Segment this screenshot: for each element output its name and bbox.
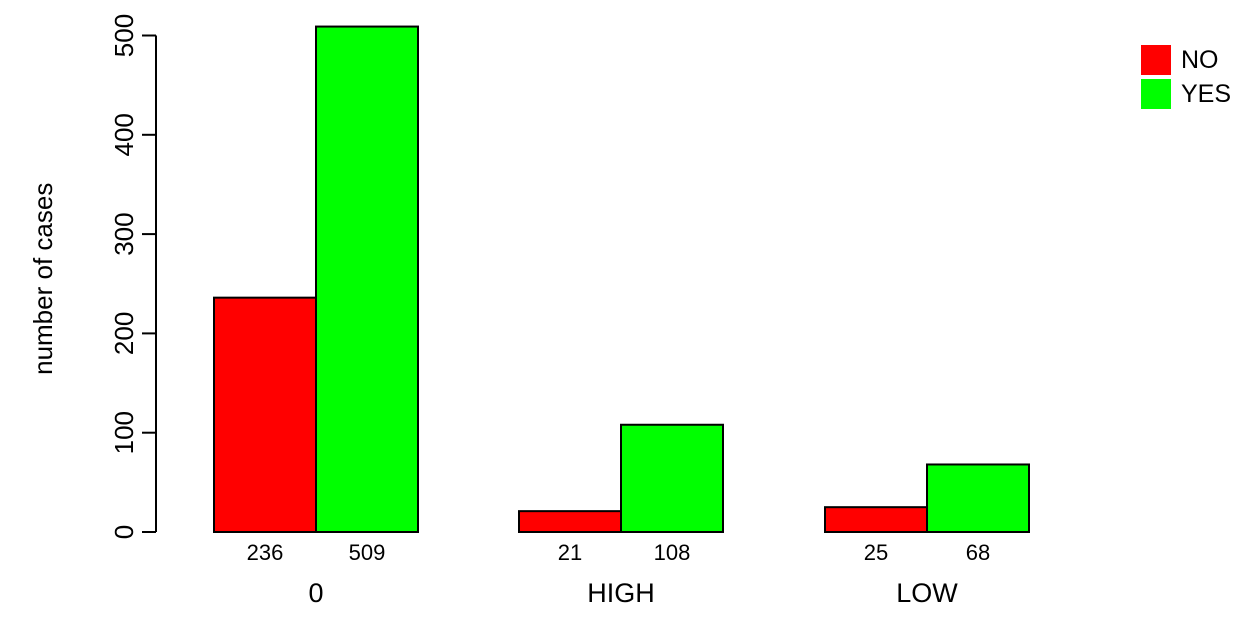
data-label: 509: [349, 540, 386, 565]
bar-yes-high: [620, 423, 724, 534]
category-labels-layer: 0 HIGH LOW: [308, 578, 958, 608]
y-tick-label: 400: [109, 113, 139, 156]
data-label: 68: [966, 540, 990, 565]
y-tick-label: 200: [109, 312, 139, 355]
legend-label-no: NO: [1181, 46, 1219, 74]
category-label: LOW: [896, 578, 958, 608]
y-axis: 0 100 200 300 400 500: [109, 14, 157, 539]
legend-swatch-yes: [1141, 79, 1171, 109]
category-label: HIGH: [587, 578, 655, 608]
bar-no-high: [518, 510, 622, 534]
legend-label-yes: YES: [1181, 80, 1231, 108]
bars-layer: [213, 25, 1030, 534]
bar-yes-0: [315, 25, 419, 534]
data-label: 21: [558, 540, 582, 565]
y-tick-label: 300: [109, 212, 139, 255]
y-tick-label: 100: [109, 411, 139, 454]
data-label: 236: [247, 540, 284, 565]
data-label: 108: [654, 540, 691, 565]
bar-no-0: [213, 296, 317, 534]
data-label: 25: [864, 540, 888, 565]
data-labels-layer: 236 509 21 108 25 68: [247, 540, 991, 565]
legend: NO YES: [1141, 45, 1231, 109]
y-tick-label: 0: [109, 525, 139, 539]
bar-no-low: [824, 506, 928, 533]
category-label: 0: [308, 578, 323, 608]
y-axis-title: number of cases: [28, 183, 58, 375]
bar-yes-low: [926, 463, 1030, 534]
y-tick-label: 500: [109, 14, 139, 57]
legend-swatch-no: [1141, 45, 1171, 75]
